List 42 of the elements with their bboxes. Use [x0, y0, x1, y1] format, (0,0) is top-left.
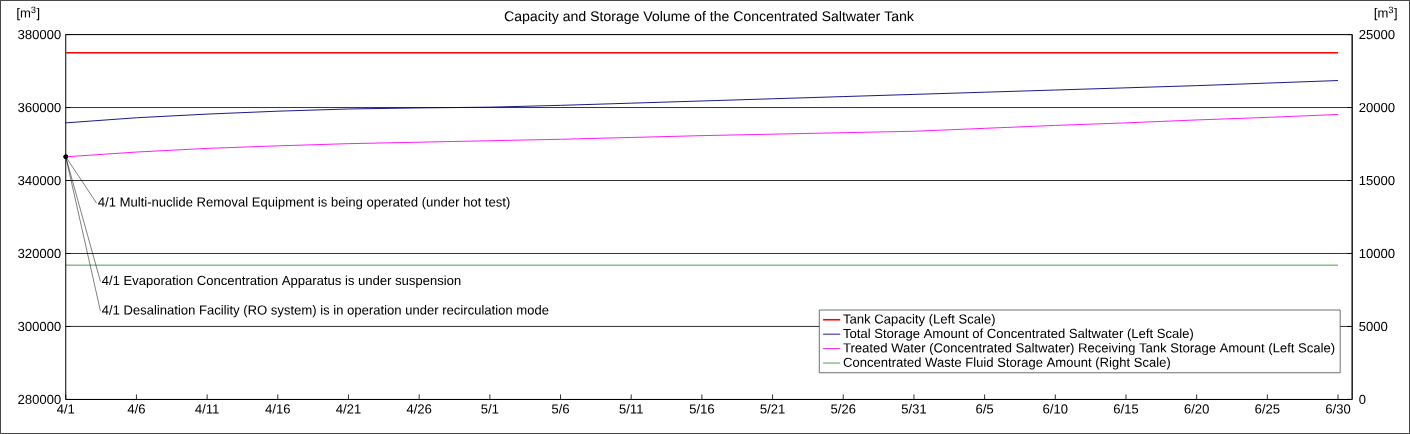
x-tick-label: 6/25 [1255, 403, 1280, 414]
x-tick-label: 6/15 [1113, 403, 1139, 414]
legend-label: Tank Capacity (Left Scale) [843, 314, 995, 327]
y2-tick-label: 15000 [1359, 175, 1395, 186]
x-tick-label: 6/30 [1325, 403, 1351, 414]
y2-tick-label: 5000 [1359, 321, 1388, 332]
legend-label: Concentrated Waste Fluid Storage Amount (Right Scale) [843, 357, 1170, 370]
x-tick-label: 4/26 [406, 403, 432, 414]
x-tick-label: 5/6 [551, 403, 570, 414]
legend-label: Total Storage Amount of Concentrated Saltwater (Left Scale) [843, 328, 1193, 341]
y-tick-label: 320000 [18, 248, 61, 259]
x-tick-label: 4/21 [336, 403, 361, 414]
x-tick-label: 4/6 [127, 403, 145, 414]
x-tick-label: 6/10 [1043, 403, 1068, 414]
y-tick-label: 340000 [18, 175, 61, 186]
x-tick-label: 5/21 [760, 403, 785, 414]
x-tick-label: 4/1 [56, 403, 75, 414]
x-tick-label: 6/5 [976, 403, 994, 414]
legend-label: Treated Water (Concentrated Saltwater) Receiving Tank Storage Amount (Left Scale) [843, 342, 1335, 356]
y-tick-label: 360000 [18, 102, 61, 113]
annotation: 4/1 Evaporation Concentration Apparatus is under suspension [101, 275, 461, 288]
annotation: 4/1 Multi-nuclide Removal Equipment is being operated (under hot test) [98, 197, 510, 210]
y2-tick-label: 20000 [1359, 102, 1395, 113]
y-tick-label: 280000 [18, 394, 61, 405]
y2-tick-label: 10000 [1359, 248, 1395, 259]
y-tick-label: 380000 [18, 29, 61, 40]
x-tick-label: 6/20 [1184, 403, 1209, 414]
y-axis-title: [m$^{3}$] [17, 6, 40, 21]
y2-tick-label: 0 [1359, 394, 1366, 405]
x-tick-label: 5/11 [619, 403, 643, 414]
x-tick-label: 5/26 [831, 403, 856, 414]
x-tick-label: 5/16 [689, 403, 715, 414]
x-tick-label: 5/1 [481, 403, 499, 414]
annotation: 4/1 Desalination Facility (RO system) is in operation under recirculation mode [101, 305, 549, 318]
line-series [65, 80, 1339, 124]
x-tick-label: 4/16 [265, 403, 290, 414]
y2-tick-label: 25000 [1359, 29, 1395, 40]
x-tick-label: 5/31 [901, 403, 927, 414]
y-tick-label: 300000 [18, 321, 61, 332]
chart-title: Capacity and Storage Volume of the Concentrated Saltwater Tank [504, 10, 914, 25]
y2-axis-title: [m$^{3}$] [1374, 6, 1397, 21]
x-tick-label: 4/11 [195, 403, 219, 414]
